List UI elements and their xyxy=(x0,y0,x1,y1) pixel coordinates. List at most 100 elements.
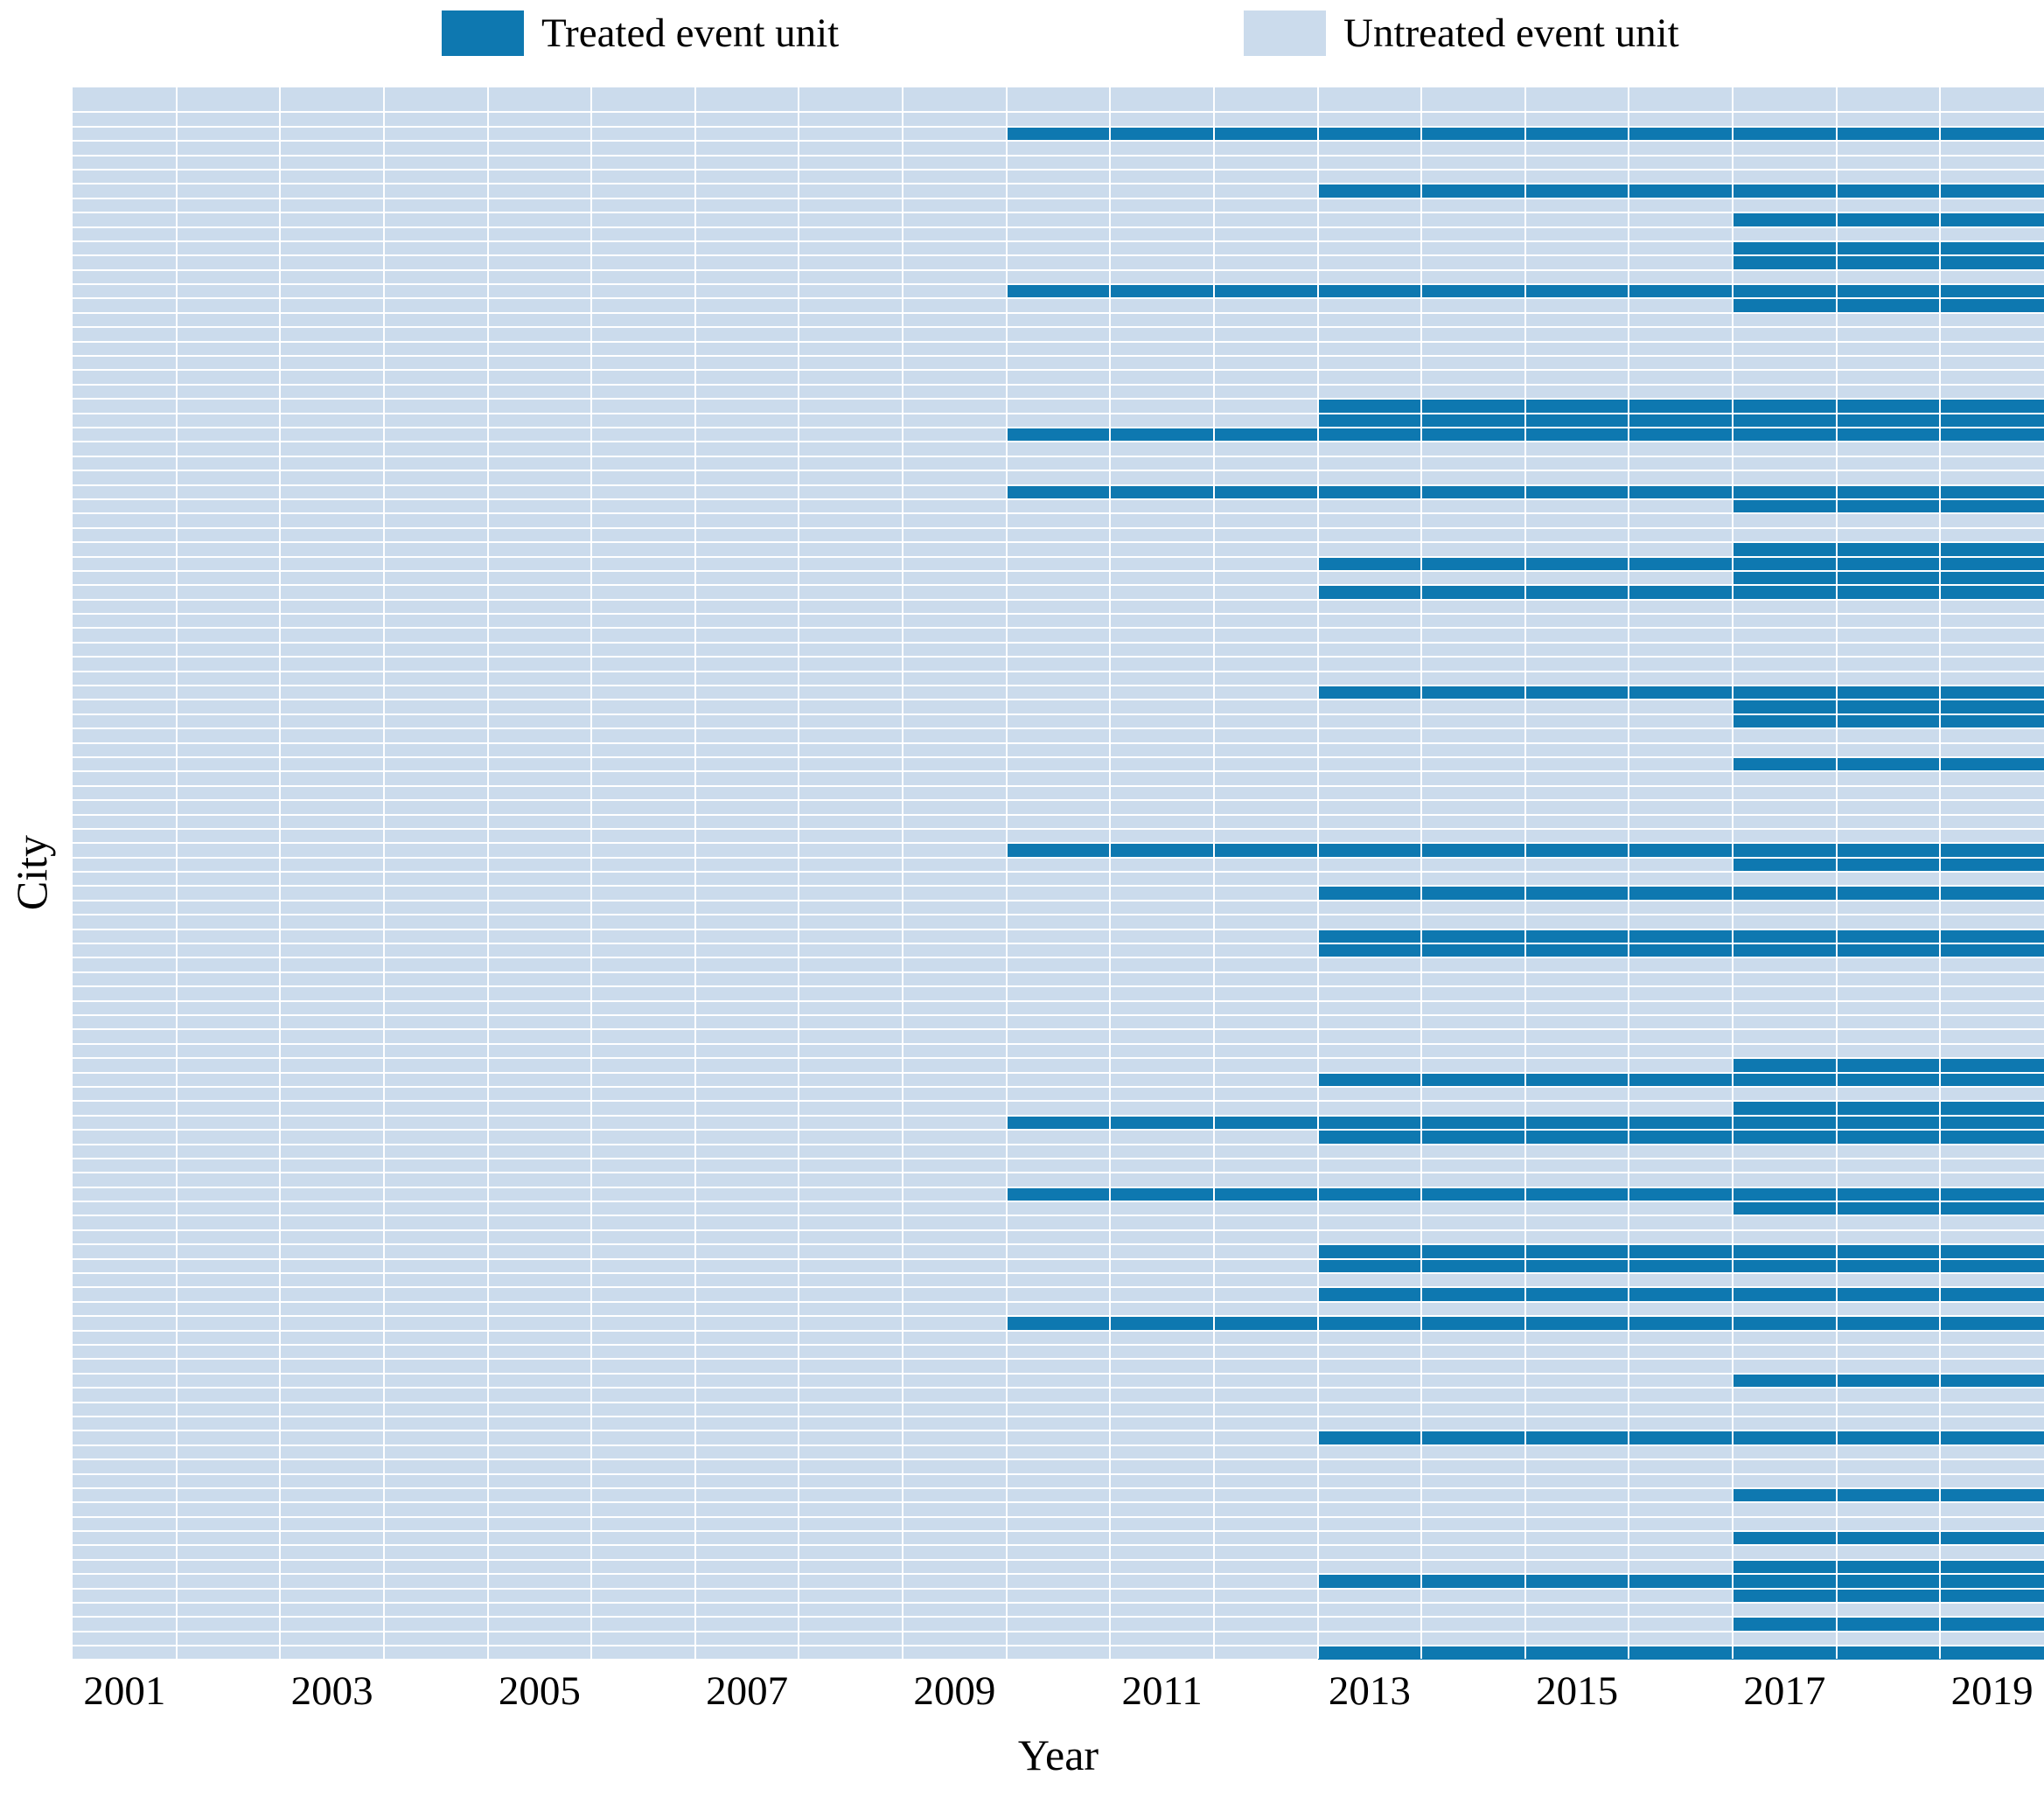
unit-row xyxy=(73,1045,2044,1060)
unit-row xyxy=(73,328,2044,343)
unit-row xyxy=(73,184,2044,199)
unit-row xyxy=(73,1059,2044,1074)
y-axis-label: City xyxy=(7,834,56,911)
year-gridline xyxy=(1732,87,1734,1659)
unit-row xyxy=(73,1303,2044,1318)
year-gridline xyxy=(902,87,904,1659)
treated-swatch-icon xyxy=(442,10,524,56)
unit-row xyxy=(73,901,2044,916)
treated-bar xyxy=(1733,858,2044,872)
unit-row xyxy=(73,686,2044,701)
unit-row xyxy=(73,858,2044,874)
unit-row xyxy=(73,1245,2044,1260)
x-tick-label: 2017 xyxy=(1743,1668,1826,1714)
treated-bar xyxy=(1317,400,2044,413)
unit-row xyxy=(73,171,2044,185)
treated-bar xyxy=(1317,586,2044,599)
unit-row xyxy=(73,1145,2044,1159)
unit-row xyxy=(73,816,2044,830)
treated-bar xyxy=(1733,1488,2044,1502)
treated-bar xyxy=(1733,1618,2044,1631)
treated-bar xyxy=(1317,1073,2044,1086)
x-tick-label: 2007 xyxy=(706,1668,789,1714)
unit-row xyxy=(73,830,2044,845)
treated-bar xyxy=(1733,1560,2044,1574)
unit-row xyxy=(73,1446,2044,1461)
unit-row xyxy=(73,529,2044,544)
unit-row xyxy=(73,772,2044,787)
treated-bar xyxy=(1317,1646,2044,1660)
x-tick-label: 2001 xyxy=(83,1668,166,1714)
unit-row xyxy=(73,1073,2044,1088)
unit-row xyxy=(73,1202,2044,1217)
unit-row xyxy=(73,357,2044,372)
unit-row xyxy=(73,714,2044,730)
treated-bar xyxy=(1733,757,2044,771)
treated-bar xyxy=(1733,213,2044,226)
unit-row xyxy=(73,471,2044,486)
year-gridline xyxy=(1524,87,1526,1659)
unit-row xyxy=(73,1002,2044,1016)
treated-bar xyxy=(1733,714,2044,728)
unit-row xyxy=(73,1116,2044,1131)
treated-bar xyxy=(1733,499,2044,513)
unit-row xyxy=(73,1360,2044,1375)
unit-row xyxy=(73,1159,2044,1174)
x-tick-label: 2015 xyxy=(1536,1668,1619,1714)
x-tick-label: 2013 xyxy=(1328,1668,1411,1714)
unit-row xyxy=(73,1546,2044,1561)
x-tick-label: 2019 xyxy=(1950,1668,2034,1714)
unit-row xyxy=(73,1417,2044,1432)
treated-bar xyxy=(1733,299,2044,312)
x-axis-ticks: 2001 2003 2005 2007 2009 2011 2013 2015 2017 2019 xyxy=(73,1667,2044,1719)
unit-row xyxy=(73,1503,2044,1518)
unit-row xyxy=(73,944,2044,959)
year-gridline xyxy=(1005,87,1008,1659)
unit-row xyxy=(73,442,2044,457)
treated-bar xyxy=(1733,256,2044,269)
year-gridline xyxy=(1109,87,1112,1659)
year-gridline xyxy=(590,87,593,1659)
year-gridline xyxy=(1212,87,1215,1659)
unit-row xyxy=(73,915,2044,930)
unit-row xyxy=(73,343,2044,358)
unit-row xyxy=(73,271,2044,286)
unit-row xyxy=(73,557,2044,572)
unit-row xyxy=(73,113,2044,128)
unit-row xyxy=(73,314,2044,329)
plot-area xyxy=(73,87,2044,1660)
unit-row xyxy=(73,1374,2044,1389)
unit-row xyxy=(73,142,2044,157)
unit-row xyxy=(73,1088,2044,1103)
x-axis-label: Year xyxy=(1017,1730,1099,1779)
treated-bar xyxy=(1317,1288,2044,1301)
unit-row xyxy=(73,757,2044,773)
treated-bar xyxy=(1317,1259,2044,1273)
treated-bar xyxy=(1733,1202,2044,1215)
unit-row xyxy=(73,571,2044,587)
unit-row xyxy=(73,228,2044,242)
unit-row xyxy=(73,428,2044,443)
unit-row xyxy=(73,1646,2044,1660)
unit-row xyxy=(73,1131,2044,1145)
unit-row xyxy=(73,887,2044,901)
unit-row xyxy=(73,658,2044,672)
unit-row xyxy=(73,1389,2044,1403)
year-gridline xyxy=(382,87,385,1659)
unit-row xyxy=(73,844,2044,859)
year-gridline xyxy=(694,87,696,1659)
unit-row xyxy=(73,1488,2044,1504)
x-tick-label: 2003 xyxy=(290,1668,373,1714)
unit-row xyxy=(73,1518,2044,1533)
unit-row xyxy=(73,1589,2044,1605)
unit-row xyxy=(73,629,2044,644)
unit-row xyxy=(73,1632,2044,1647)
unit-row xyxy=(73,256,2044,271)
unit-row xyxy=(73,1431,2044,1446)
treated-bar xyxy=(1317,929,2044,943)
unit-row xyxy=(73,1475,2044,1489)
unit-row xyxy=(73,543,2044,558)
unit-row xyxy=(73,929,2044,945)
treated-bar xyxy=(1733,1374,2044,1388)
